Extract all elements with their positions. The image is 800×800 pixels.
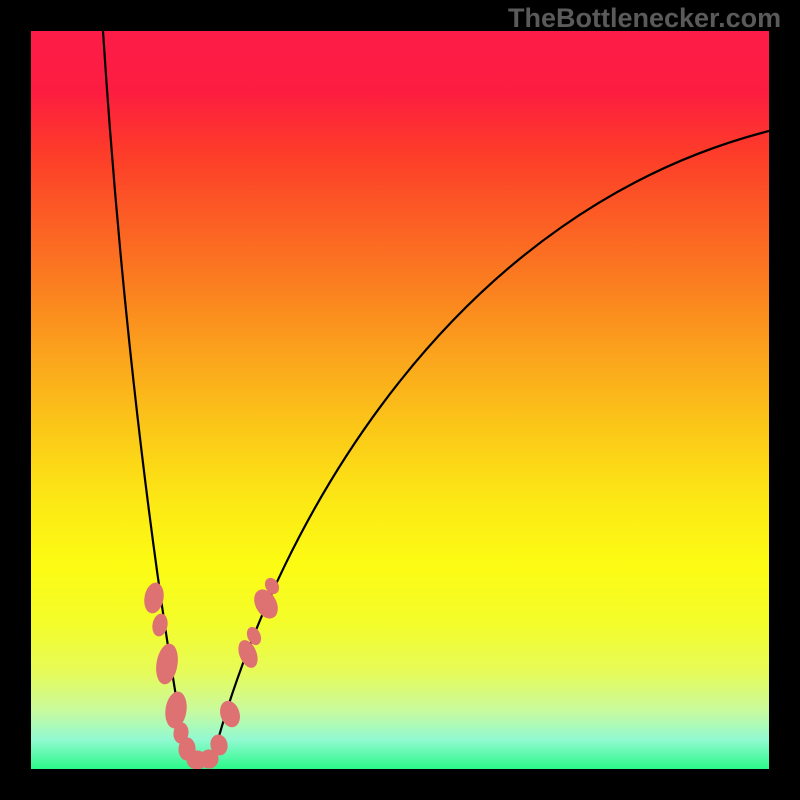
chart-svg <box>0 0 800 800</box>
watermark-label: TheBottlenecker.com <box>508 3 781 34</box>
plot-background <box>31 31 769 769</box>
chart-canvas: TheBottlenecker.com <box>0 0 800 800</box>
